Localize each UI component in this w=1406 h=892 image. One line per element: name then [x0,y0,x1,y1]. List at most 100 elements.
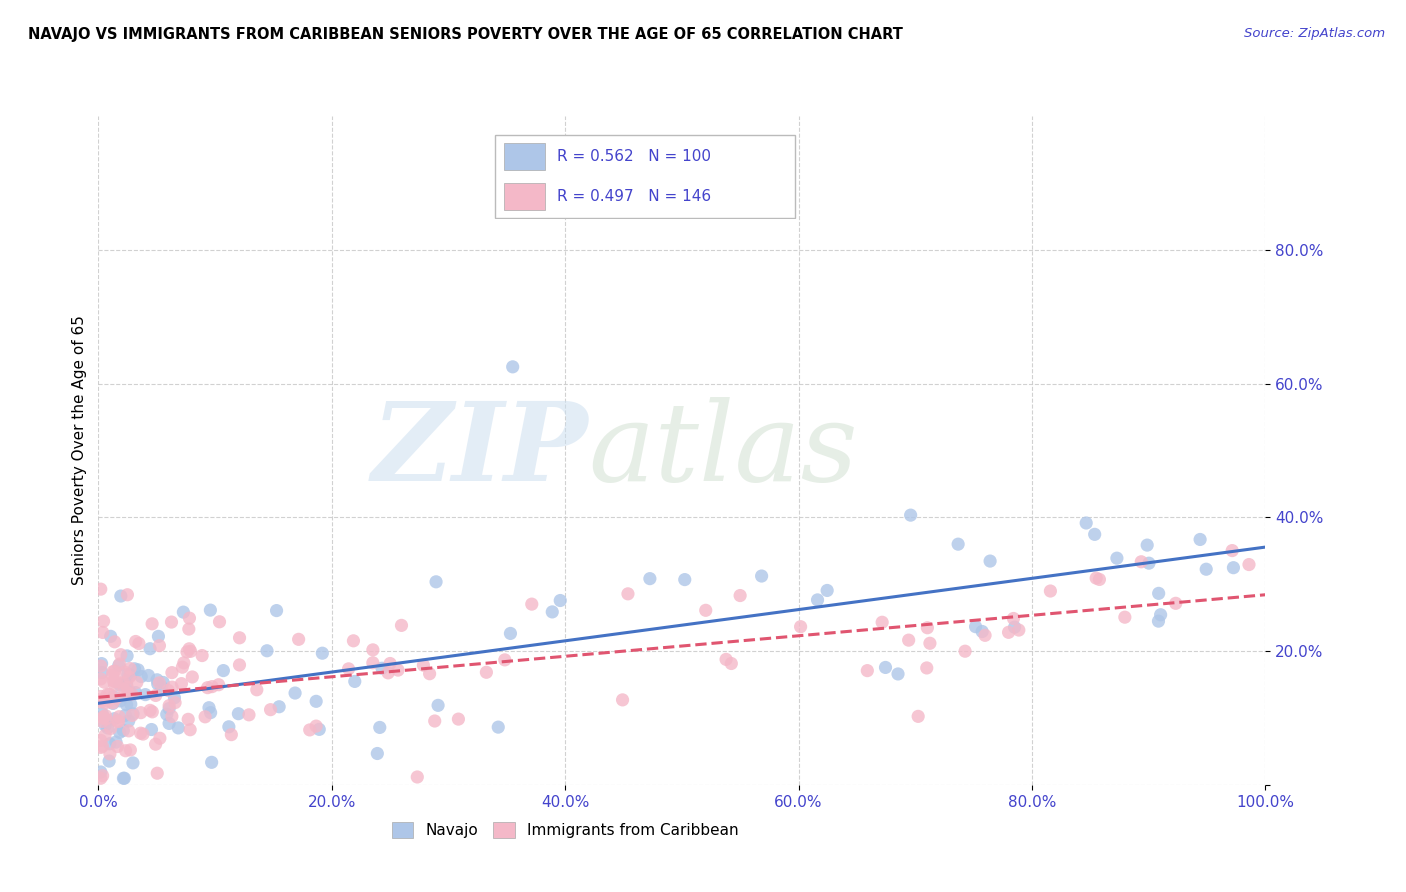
Point [122,756,145,770]
Point [486,720,509,734]
Point [108,657,131,671]
Point [90,582,112,596]
Point [104,664,127,678]
Point [406,770,429,784]
Point [997,625,1019,640]
Point [107,714,129,729]
Point [90,657,112,671]
Point [124,686,146,700]
Point [160,665,183,680]
Point [412,658,434,673]
Point [221,728,243,742]
Point [115,676,138,690]
Point [695,603,717,617]
Point [191,648,214,663]
Point [972,624,994,639]
Point [177,712,200,726]
Text: Source: ZipAtlas.com: Source: ZipAtlas.com [1244,27,1385,40]
Point [520,597,543,611]
Point [965,620,987,634]
Point [259,703,281,717]
Point [238,707,260,722]
Point [114,665,136,680]
Point [146,677,169,691]
Point [907,709,929,723]
Point [378,657,401,671]
Point [118,723,141,738]
Point [298,723,321,737]
Point [129,669,152,683]
Point [1222,560,1244,574]
Point [105,690,128,705]
Point [103,690,125,704]
Bar [505,143,544,170]
Point [91,706,114,721]
Point [117,588,139,602]
Point [157,716,180,731]
Point [118,714,141,728]
Point [1008,623,1031,637]
Point [284,686,307,700]
Point [98,737,121,751]
Point [152,675,174,690]
Text: R = 0.497   N = 146: R = 0.497 N = 146 [557,189,711,204]
Point [94,712,117,726]
Text: R = 0.562   N = 100: R = 0.562 N = 100 [557,149,711,164]
Point [121,708,143,723]
Point [1004,620,1026,634]
Point [148,639,170,653]
Point [141,723,163,737]
Point [104,674,127,689]
Point [97,721,120,735]
Point [108,678,131,692]
Point [94,708,117,723]
Point [173,656,195,670]
Point [342,633,364,648]
Point [91,769,114,783]
Point [90,740,112,755]
Point [900,508,922,523]
Point [156,707,179,722]
Point [101,697,124,711]
Point [541,605,564,619]
Point [160,680,183,694]
Point [425,574,447,589]
Point [423,714,446,728]
Point [90,693,112,707]
Point [93,710,115,724]
Point [160,615,183,629]
Point [499,626,522,640]
Point [107,739,129,754]
Point [856,664,879,678]
Point [90,672,112,686]
Point [129,706,152,720]
Point [138,668,160,682]
Point [118,670,141,684]
Point [94,718,117,732]
Point [139,703,162,717]
Point [105,735,128,749]
Point [427,698,450,713]
Point [90,764,112,779]
Point [305,719,328,733]
Point [120,743,142,757]
Point [1147,586,1170,600]
Point [100,722,122,736]
Point [974,628,997,642]
Point [90,771,112,786]
Point [93,614,115,628]
Point [114,744,136,758]
Point [91,625,114,640]
Point [110,589,132,603]
Point [98,754,121,768]
Point [160,709,183,723]
Point [887,667,910,681]
Point [148,676,170,690]
Point [789,620,811,634]
Point [124,662,146,676]
Point [917,621,939,635]
Point [1002,611,1025,625]
Point [311,646,333,660]
Point [1039,584,1062,599]
Point [207,678,229,692]
